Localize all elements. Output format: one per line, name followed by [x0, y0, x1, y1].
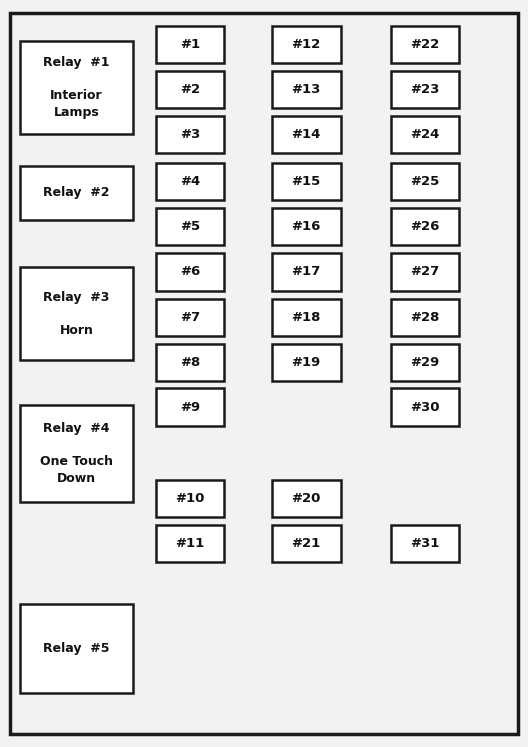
Bar — [391, 71, 459, 108]
Bar — [20, 166, 133, 220]
Bar — [156, 208, 224, 245]
Bar — [391, 299, 459, 336]
Bar — [20, 405, 133, 502]
Text: #2: #2 — [180, 83, 200, 96]
Bar — [272, 71, 341, 108]
Text: #31: #31 — [410, 537, 440, 551]
Bar — [391, 163, 459, 200]
Bar — [272, 116, 341, 153]
Bar — [156, 299, 224, 336]
Bar — [272, 208, 341, 245]
Text: #14: #14 — [291, 128, 321, 141]
Text: #8: #8 — [180, 356, 200, 369]
Bar — [156, 253, 224, 291]
Text: Relay  #4

One Touch
Down: Relay #4 One Touch Down — [40, 422, 113, 485]
Text: #27: #27 — [410, 265, 440, 279]
Bar — [272, 344, 341, 381]
Text: #11: #11 — [175, 537, 205, 551]
Text: #1: #1 — [180, 38, 200, 52]
Text: #16: #16 — [291, 220, 321, 233]
Bar — [20, 40, 133, 134]
Bar — [156, 163, 224, 200]
Text: #28: #28 — [410, 311, 440, 324]
Bar — [391, 253, 459, 291]
Text: #17: #17 — [291, 265, 321, 279]
Bar — [391, 208, 459, 245]
Bar — [272, 26, 341, 63]
Bar — [156, 116, 224, 153]
Text: #3: #3 — [180, 128, 200, 141]
Text: #30: #30 — [410, 400, 440, 414]
Text: Relay  #3

Horn: Relay #3 Horn — [43, 291, 110, 337]
Text: #20: #20 — [291, 492, 321, 505]
Text: #18: #18 — [291, 311, 321, 324]
Text: #24: #24 — [410, 128, 440, 141]
Text: #25: #25 — [410, 175, 440, 188]
Text: #13: #13 — [291, 83, 321, 96]
Bar — [391, 26, 459, 63]
Bar — [272, 299, 341, 336]
Text: #21: #21 — [291, 537, 321, 551]
Bar — [156, 388, 224, 426]
Text: #7: #7 — [180, 311, 200, 324]
Bar — [156, 480, 224, 517]
Text: #12: #12 — [291, 38, 321, 52]
Text: Relay  #2: Relay #2 — [43, 186, 110, 199]
Bar — [272, 525, 341, 562]
Bar — [272, 253, 341, 291]
Bar — [272, 163, 341, 200]
Text: #10: #10 — [175, 492, 205, 505]
Bar — [20, 604, 133, 693]
Bar — [391, 344, 459, 381]
Text: #5: #5 — [180, 220, 200, 233]
Bar — [391, 116, 459, 153]
Bar — [156, 71, 224, 108]
Text: #15: #15 — [291, 175, 321, 188]
Text: #19: #19 — [291, 356, 321, 369]
Bar — [156, 525, 224, 562]
Bar — [20, 267, 133, 361]
Text: #4: #4 — [180, 175, 200, 188]
Bar — [156, 344, 224, 381]
Bar — [156, 26, 224, 63]
Text: #22: #22 — [410, 38, 440, 52]
Text: #9: #9 — [180, 400, 200, 414]
Text: #26: #26 — [410, 220, 440, 233]
Text: #29: #29 — [410, 356, 440, 369]
Text: #6: #6 — [180, 265, 200, 279]
Bar — [391, 525, 459, 562]
Text: Relay  #5: Relay #5 — [43, 642, 110, 655]
Text: #23: #23 — [410, 83, 440, 96]
Bar — [272, 480, 341, 517]
Bar — [391, 388, 459, 426]
Text: Relay  #1

Interior
Lamps: Relay #1 Interior Lamps — [43, 56, 110, 119]
